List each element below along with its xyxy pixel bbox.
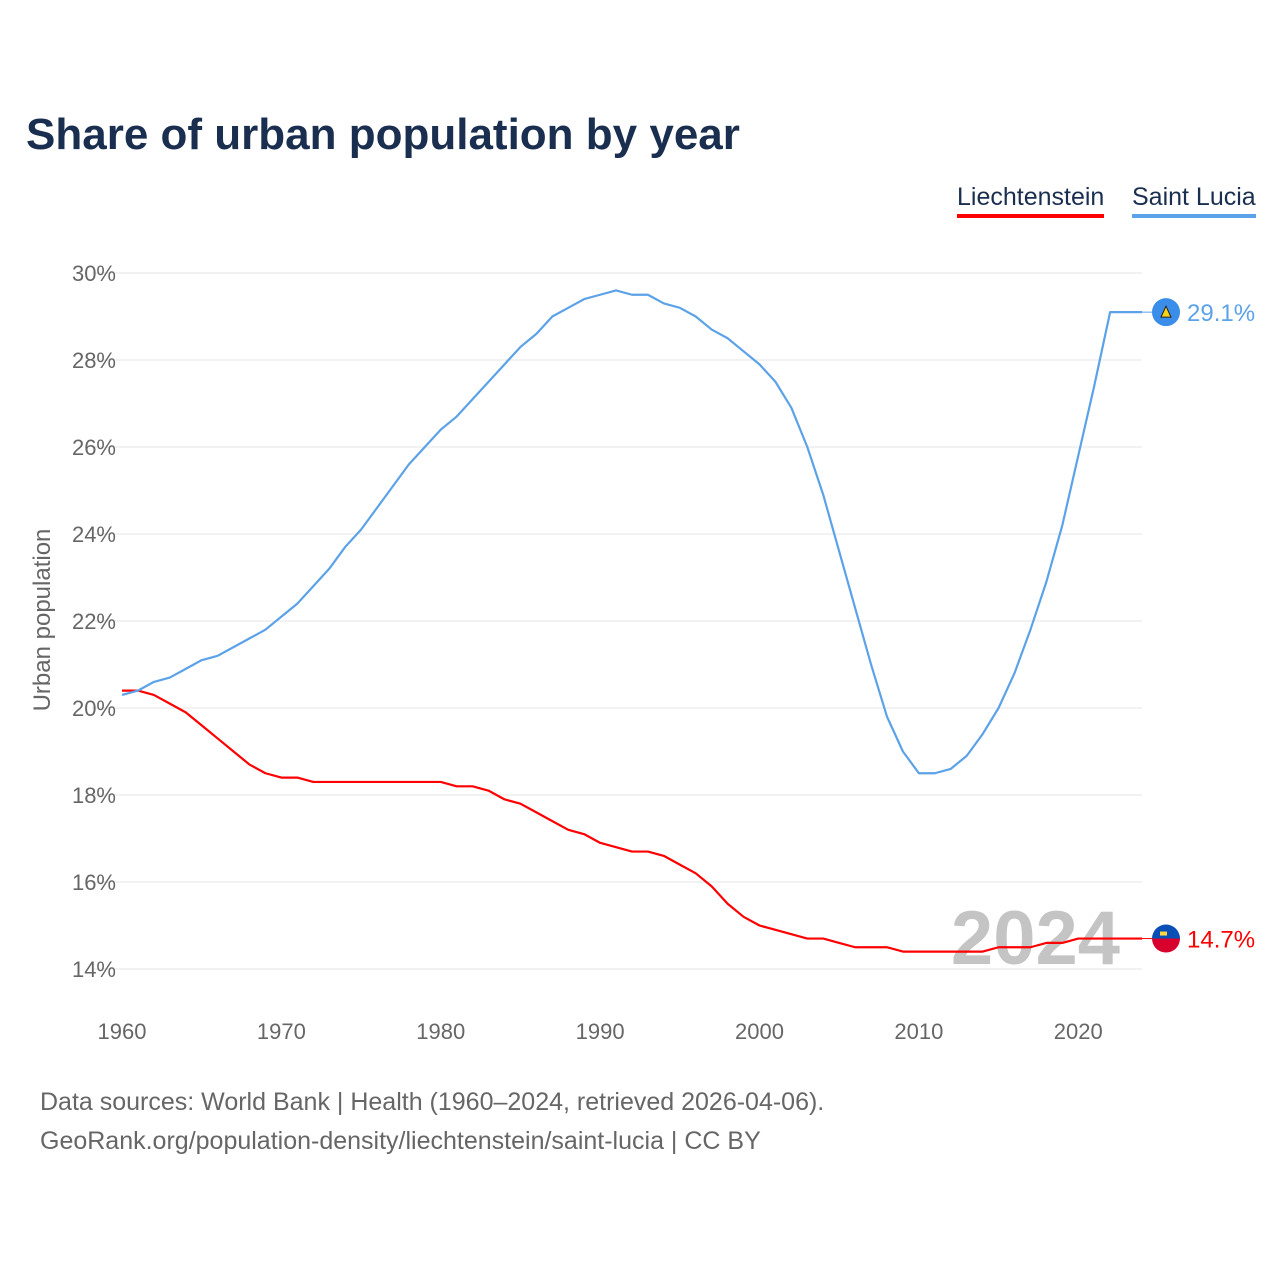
chart-title: Share of urban population by year [26,110,740,159]
y-tick-label: 28% [72,348,116,373]
series-line-liechtenstein [122,689,1142,953]
end-value-label: 14.7% [1187,927,1255,954]
y-tick-label: 16% [72,870,116,895]
y-tick-label: 18% [72,783,116,808]
y-tick-label: 22% [72,609,116,634]
end-value-label: 29.1% [1187,300,1255,327]
flag-triangle [1160,304,1172,318]
y-axis-label: Urban population [29,529,56,712]
footer-link[interactable]: GeoRank.org/population-density/liechtens… [40,1127,761,1155]
y-tick-label: 30% [72,261,116,286]
flag-bottom [1152,938,1181,953]
x-tick-label: 2020 [1054,1019,1103,1044]
flag-crown [1160,931,1167,936]
series-line-saint-lucia [121,289,1142,775]
x-tick-label: 1980 [416,1019,465,1044]
legend-liechtenstein[interactable]: Liechtenstein [957,183,1105,218]
x-tick-label: 1990 [576,1019,625,1044]
footer-sources: Data sources: World Bank | Health (1960–… [40,1088,825,1116]
x-tick-label: 1960 [98,1019,147,1044]
x-tick-label: 1970 [257,1019,306,1044]
y-tick-label: 24% [72,522,116,547]
legend-saint-lucia[interactable]: Saint Lucia [1132,183,1256,218]
y-tick-label: 14% [72,957,116,982]
liechtenstein-flag-icon [1152,924,1181,953]
saint-lucia-flag-icon [1152,298,1180,327]
x-tick-label: 2010 [894,1019,943,1044]
x-tick-label: 2000 [735,1019,784,1044]
y-tick-label: 26% [72,435,116,460]
y-tick-label: 20% [72,696,116,721]
